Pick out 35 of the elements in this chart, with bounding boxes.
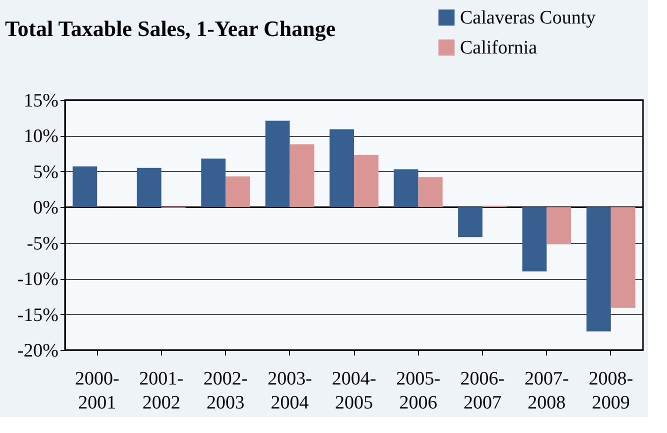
- y-tick-label: 5%: [33, 162, 59, 183]
- chart-title: Total Taxable Sales, 1-Year Change: [5, 16, 336, 41]
- y-tick-label: -10%: [17, 269, 59, 290]
- bar: [201, 158, 226, 208]
- legend-label: Calaveras County: [460, 8, 596, 28]
- bar: [290, 144, 314, 208]
- y-tick-label: -20%: [17, 340, 59, 362]
- x-tick-label: 2000-2001: [74, 368, 120, 414]
- y-tick-label: 0%: [33, 198, 59, 219]
- bar: [610, 207, 636, 308]
- bar: [418, 177, 443, 208]
- x-tick-label: 2008-2009: [588, 368, 634, 414]
- legend-label: California: [460, 38, 538, 58]
- x-tick-label: 2004-2005: [332, 368, 376, 414]
- bar: [265, 120, 290, 208]
- x-tick-label: 2006-2007: [460, 368, 505, 414]
- bar: [330, 129, 354, 208]
- bar: [522, 207, 547, 272]
- x-tick-label: 2001-2002: [139, 368, 184, 414]
- bar: [72, 166, 98, 208]
- x-tick-label: 2005-2006: [396, 368, 440, 414]
- y-tick-label: 15%: [24, 90, 59, 112]
- y-tick-label: 10%: [24, 126, 59, 148]
- bar: [458, 207, 482, 238]
- x-tick-label: 2007-2008: [524, 368, 569, 414]
- bar: [586, 207, 611, 332]
- bar: [546, 207, 572, 244]
- bar: [226, 176, 250, 208]
- y-tick-label: -5%: [26, 233, 59, 254]
- bar: [354, 155, 378, 208]
- bar: [394, 169, 418, 208]
- x-tick-label: 2002-2003: [203, 368, 248, 414]
- y-tick-label: -15%: [17, 304, 59, 326]
- x-tick-label: 2003-2004: [268, 368, 312, 414]
- bar: [136, 168, 162, 208]
